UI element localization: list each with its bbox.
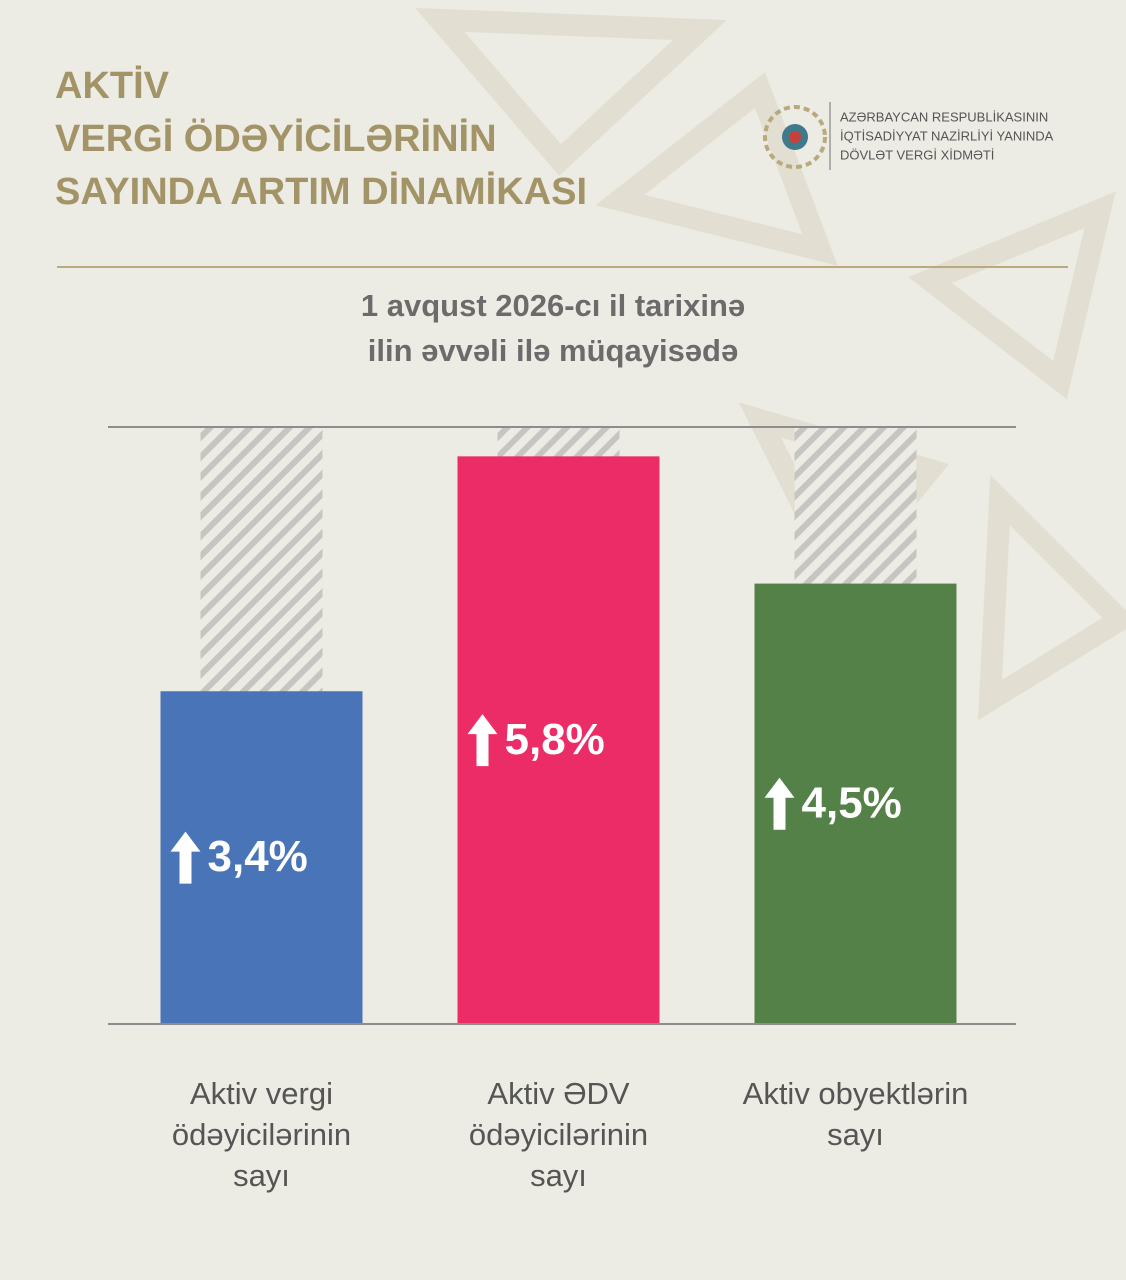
title-line: VERGİ ÖDƏYİCİLƏRİNİN (55, 117, 497, 160)
up-arrow (467, 714, 498, 767)
value-label: 3,4% (208, 832, 308, 881)
category-label: Aktiv ƏDV ödəyicilərinin sayı (468, 1076, 649, 1193)
up-arrow (764, 777, 795, 830)
title-line: AKTİV (55, 65, 170, 107)
subtitle: 1 avqust 2026-cı il tarixinə (361, 288, 745, 323)
value-label: 5,8% (505, 715, 605, 764)
logo: AZƏRBAYCAN RESPUBLİKASININ İQTİSADİYYAT … (763, 102, 1054, 170)
subtitle: ilin əvvəli ilə müqayisədə (368, 333, 738, 368)
up-arrow (170, 831, 201, 884)
category-label: Aktiv obyektlərin sayı (742, 1076, 969, 1152)
bar (457, 456, 660, 1024)
category-label: Aktiv vergi ödəyicilərinin sayı (171, 1076, 352, 1193)
title-line: SAYINDA ARTIM DİNAMİKASI (55, 171, 587, 213)
logo-text: İQTİSADİYYAT NAZİRLİYİ YANINDA (840, 128, 1054, 143)
logo-text: DÖVLƏT VERGİ XİDMƏTİ (840, 147, 994, 162)
logo-text: AZƏRBAYCAN RESPUBLİKASININ (840, 109, 1048, 124)
value-label: 4,5% (802, 778, 902, 827)
bar (754, 583, 957, 1024)
bar (160, 691, 363, 1024)
